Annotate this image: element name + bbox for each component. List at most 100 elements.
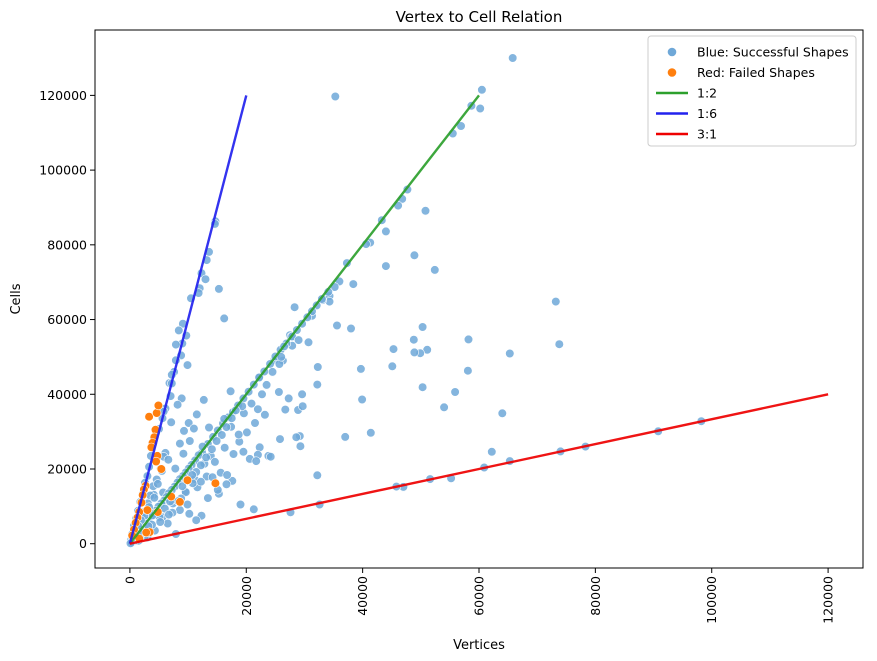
data-point-successful xyxy=(166,417,176,427)
data-point-successful xyxy=(222,470,232,480)
data-point-successful xyxy=(505,348,515,359)
data-point-successful xyxy=(381,261,391,271)
data-point-successful xyxy=(251,456,261,466)
data-point-successful xyxy=(185,436,195,446)
data-point-successful xyxy=(275,434,285,444)
data-point-successful xyxy=(228,449,239,459)
data-point-successful xyxy=(487,447,497,457)
data-point-successful xyxy=(242,427,252,438)
data-point-failed xyxy=(152,408,162,418)
data-point-failed xyxy=(141,527,151,538)
legend-label: Red: Failed Shapes xyxy=(697,65,815,80)
legend-marker xyxy=(667,47,677,57)
data-point-successful xyxy=(312,470,322,480)
data-point-successful xyxy=(346,323,356,334)
data-point-successful xyxy=(409,347,420,358)
data-point-successful xyxy=(477,85,487,95)
data-point-successful xyxy=(203,493,213,503)
y-tick-label: 0 xyxy=(79,536,87,551)
data-point-successful xyxy=(356,364,366,374)
data-point-successful xyxy=(257,389,267,399)
data-point-successful xyxy=(179,426,189,436)
data-point-successful xyxy=(456,121,466,131)
x-tick-label: 100000 xyxy=(704,576,719,624)
data-point-successful xyxy=(238,447,248,457)
data-point-successful xyxy=(298,401,308,411)
data-point-successful xyxy=(220,443,230,453)
reference-line-3-1 xyxy=(129,393,829,545)
data-point-successful xyxy=(164,509,174,520)
data-point-successful xyxy=(173,400,183,410)
data-point-successful xyxy=(409,250,420,260)
x-tick-label: 80000 xyxy=(588,576,603,616)
data-point-successful xyxy=(189,424,199,434)
data-point-successful xyxy=(170,464,180,474)
legend-label: 3:1 xyxy=(697,127,717,142)
series-successful-shapes xyxy=(125,53,706,548)
data-point-failed xyxy=(182,475,193,485)
y-tick-label: 80000 xyxy=(47,237,87,252)
data-point-successful xyxy=(267,367,278,377)
data-point-failed xyxy=(153,400,163,411)
data-point-successful xyxy=(409,335,419,345)
y-tick-label: 20000 xyxy=(47,461,87,476)
data-point-successful xyxy=(246,399,257,409)
x-axis-label: Vertices xyxy=(453,638,505,653)
y-tick-label: 60000 xyxy=(47,312,87,327)
data-point-successful xyxy=(357,394,367,405)
data-point-successful xyxy=(199,395,209,405)
x-tick-label: 0 xyxy=(122,576,137,584)
legend-label: Blue: Successful Shapes xyxy=(697,45,849,60)
data-point-successful xyxy=(153,479,163,489)
data-point-successful xyxy=(207,444,217,454)
reference-line-1-2 xyxy=(128,94,480,545)
data-point-successful xyxy=(196,460,206,470)
data-point-successful xyxy=(249,504,259,514)
data-point-successful xyxy=(210,457,220,467)
data-point-successful xyxy=(276,352,286,362)
data-point-successful xyxy=(420,206,431,216)
data-point-successful xyxy=(250,418,260,428)
x-tick-label: 40000 xyxy=(355,576,370,616)
data-point-successful xyxy=(149,493,159,503)
data-point-successful xyxy=(182,499,193,510)
data-point-successful xyxy=(290,302,300,312)
data-point-successful xyxy=(182,360,193,370)
data-point-successful xyxy=(463,334,474,345)
data-point-failed xyxy=(175,497,185,507)
data-point-successful xyxy=(312,380,322,390)
data-point-successful xyxy=(201,452,211,463)
data-point-successful xyxy=(418,382,428,392)
data-point-successful xyxy=(221,479,232,489)
data-point-successful xyxy=(295,441,306,451)
legend-label: 1:2 xyxy=(697,86,717,101)
data-point-successful xyxy=(450,387,460,397)
data-point-successful xyxy=(303,337,314,347)
data-point-successful xyxy=(297,389,307,399)
data-point-successful xyxy=(184,418,194,428)
data-point-successful xyxy=(235,499,246,510)
x-tick-label: 60000 xyxy=(472,576,487,616)
data-point-successful xyxy=(381,226,391,236)
legend-marker xyxy=(667,68,677,77)
data-point-successful xyxy=(284,393,294,404)
data-point-successful xyxy=(217,430,227,440)
data-point-successful xyxy=(463,366,473,376)
data-point-successful xyxy=(262,380,272,390)
x-axis: 0 20000 40000 60000 80000 100000 120000 xyxy=(122,568,836,624)
legend-label: 1:6 xyxy=(697,106,717,121)
data-point-successful xyxy=(280,405,290,415)
x-tick-label: 20000 xyxy=(239,576,254,616)
data-point-successful xyxy=(178,449,188,459)
y-axis: 0 20000 40000 60000 80000 100000 120000 xyxy=(39,88,95,551)
data-point-successful xyxy=(418,322,428,332)
data-point-successful xyxy=(214,284,224,294)
data-point-successful xyxy=(508,53,518,63)
y-tick-label: 120000 xyxy=(39,88,87,103)
data-point-successful xyxy=(184,509,194,519)
data-point-successful xyxy=(294,335,304,345)
data-point-successful xyxy=(253,404,263,414)
data-point-successful xyxy=(200,274,211,284)
